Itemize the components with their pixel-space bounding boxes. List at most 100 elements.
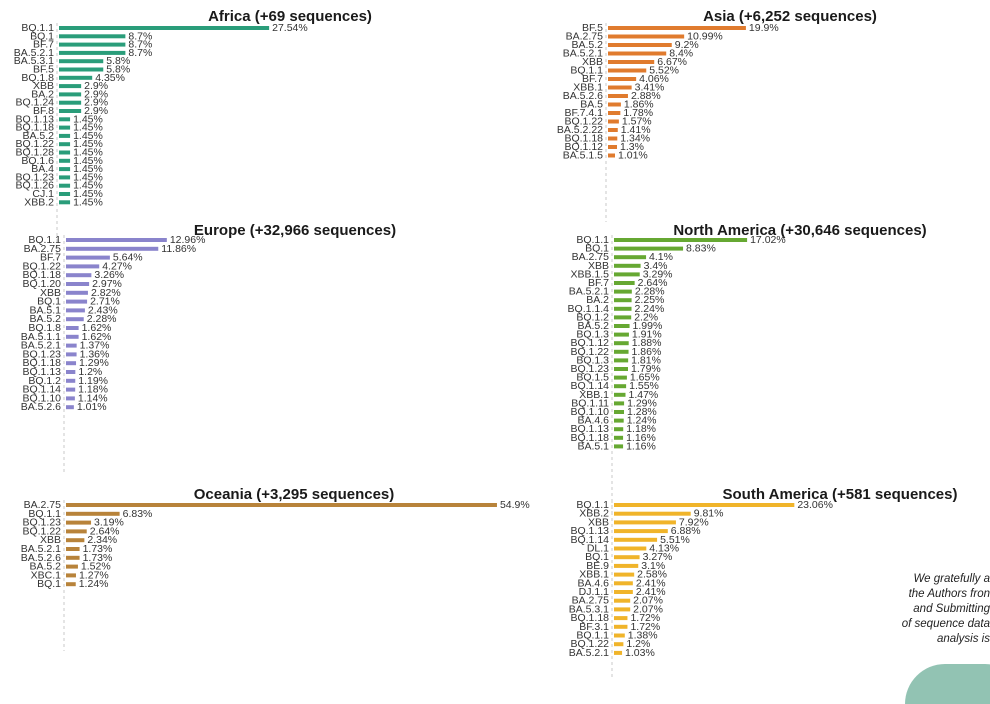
bar xyxy=(608,77,636,81)
bar xyxy=(66,361,76,365)
panel-title: North America (+30,646 sequences) xyxy=(673,222,926,239)
tick-label: BA.5.2.6 xyxy=(21,401,61,413)
bar xyxy=(608,94,628,98)
bar xyxy=(66,512,120,516)
bar xyxy=(66,300,87,304)
bar xyxy=(614,307,632,311)
bar xyxy=(614,341,629,345)
bar xyxy=(614,376,627,380)
panel-oceania: Oceania (+3,295 sequences)BA.2.75 54.9%BQ… xyxy=(21,486,530,651)
data-label: 8.7% xyxy=(128,47,152,59)
bar xyxy=(66,573,76,577)
bar xyxy=(59,159,70,163)
bar xyxy=(59,84,81,88)
bar xyxy=(608,154,615,158)
bar xyxy=(66,335,79,339)
data-label: 8.83% xyxy=(686,243,716,255)
bar xyxy=(614,324,630,328)
bar xyxy=(614,367,628,371)
bar xyxy=(608,43,672,47)
ack-line: We gratefully a xyxy=(850,572,990,587)
bar xyxy=(614,255,646,259)
bar xyxy=(608,35,684,39)
bar xyxy=(59,101,81,105)
bar xyxy=(614,419,624,423)
tick-label: BA.5.1 xyxy=(577,440,609,452)
bar xyxy=(614,298,632,302)
bar xyxy=(66,547,80,551)
bar xyxy=(614,393,625,397)
data-label: 1.24% xyxy=(79,578,109,590)
bar xyxy=(66,405,74,409)
bar xyxy=(66,503,497,507)
bar xyxy=(608,69,646,73)
tick-label: BQ.1 xyxy=(37,578,61,590)
bar xyxy=(66,388,75,392)
bar xyxy=(608,103,621,107)
bar xyxy=(59,175,70,179)
bar xyxy=(59,92,81,96)
bar xyxy=(614,290,632,294)
panel-north-america: North America (+30,646 sequences)BQ.1.1 1… xyxy=(568,222,927,513)
bar xyxy=(608,120,619,124)
bar xyxy=(66,317,84,321)
bar xyxy=(608,26,746,30)
panel-title: Asia (+6,252 sequences) xyxy=(703,8,877,25)
bar xyxy=(59,126,70,130)
bar xyxy=(614,401,624,405)
bar xyxy=(614,238,747,242)
bar xyxy=(614,503,794,507)
bar xyxy=(59,151,70,155)
bar xyxy=(66,352,77,356)
panel-title: Oceania (+3,295 sequences) xyxy=(194,486,395,503)
bar xyxy=(614,642,623,646)
ack-line: of sequence data xyxy=(850,617,990,632)
bar xyxy=(59,167,70,171)
ack-line: the Authors fron xyxy=(850,587,990,602)
bar xyxy=(59,59,103,63)
bar xyxy=(608,111,620,115)
panel-asia: Asia (+6,252 sequences)BF.5 19.9%BA.2.75 1… xyxy=(557,8,877,222)
bar xyxy=(614,315,631,319)
bar xyxy=(66,308,85,312)
data-label: 1.45% xyxy=(73,196,103,208)
bar xyxy=(614,410,624,414)
bar xyxy=(614,607,630,611)
tick-label: BA.5.1.5 xyxy=(563,150,603,162)
charts-svg: Africa (+69 sequences) BQ.1.1 27.54% BQ.1 8.… xyxy=(0,0,990,677)
bar xyxy=(614,625,627,629)
variant-share-figure: Africa (+69 sequences) BQ.1.1 27.54% BQ.1 8.… xyxy=(0,0,990,677)
bar xyxy=(614,634,625,638)
bar xyxy=(608,128,618,132)
bar xyxy=(66,291,88,295)
bar xyxy=(66,344,77,348)
bar xyxy=(66,256,110,260)
bar xyxy=(614,651,622,655)
bar xyxy=(614,520,676,524)
bar xyxy=(614,333,629,337)
panel-title: Europe (+32,966 sequences) xyxy=(194,222,396,239)
bar xyxy=(59,134,70,138)
bar xyxy=(614,358,628,362)
bar xyxy=(66,556,80,560)
bar xyxy=(614,427,623,431)
bar xyxy=(614,581,633,585)
bar xyxy=(59,184,70,188)
bar xyxy=(59,200,70,204)
data-label: 27.54% xyxy=(272,22,308,34)
bar xyxy=(608,145,617,149)
data-label: 17.02% xyxy=(750,234,786,246)
bar xyxy=(59,142,70,146)
bar xyxy=(66,326,79,330)
bar xyxy=(59,117,70,121)
data-label: 19.9% xyxy=(749,22,779,34)
bar xyxy=(614,444,623,448)
acknowledgement-text: We gratefully a the Authors fron and Sub… xyxy=(850,572,990,647)
bar xyxy=(608,60,654,64)
panel-title: South America (+581 sequences) xyxy=(723,486,958,503)
bar xyxy=(66,565,78,569)
bar xyxy=(608,137,617,141)
bar xyxy=(59,43,125,47)
data-label: 23.06% xyxy=(797,499,833,511)
bar xyxy=(614,264,641,268)
